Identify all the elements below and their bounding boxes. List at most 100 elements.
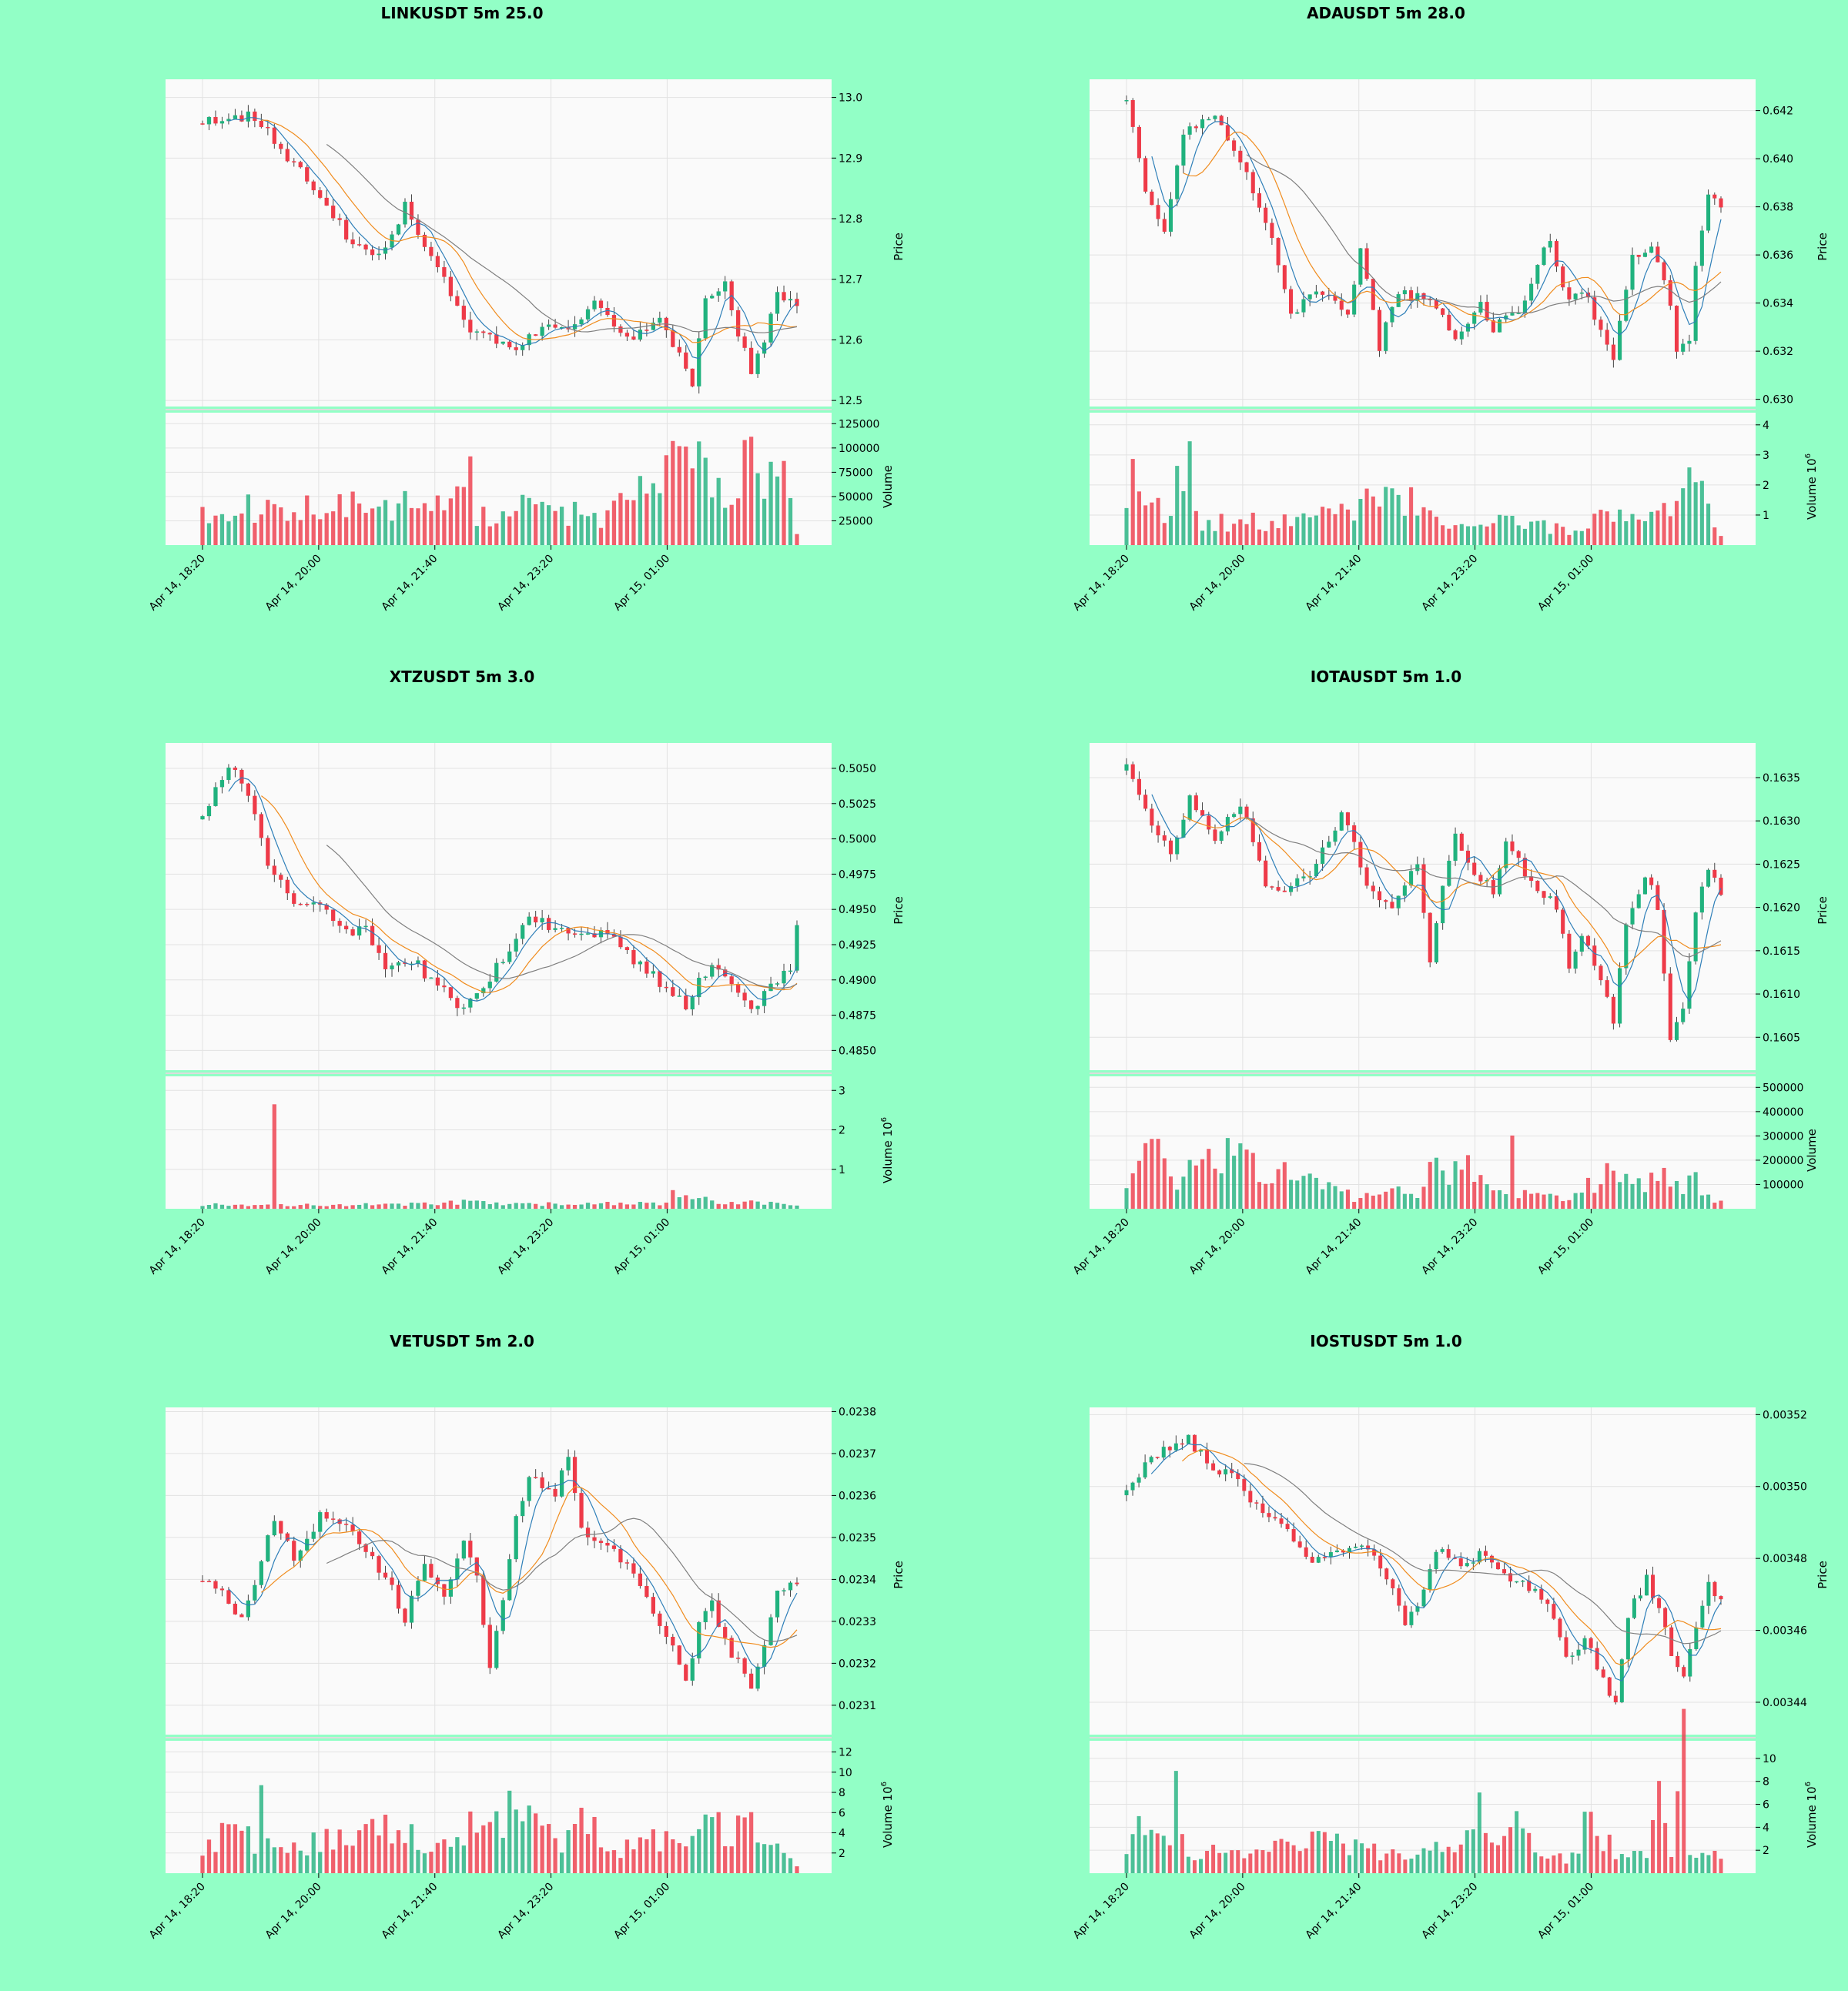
volume-bar <box>1535 1193 1540 1209</box>
volume-bar <box>1712 1850 1717 1873</box>
candle-body <box>1434 923 1438 963</box>
volume-bar <box>1276 527 1281 545</box>
volume-bar <box>755 473 760 545</box>
volume-bar <box>1693 482 1698 545</box>
volume-bar <box>742 1201 747 1209</box>
candle-body <box>1288 289 1294 314</box>
candle-body <box>1428 912 1432 963</box>
chart-panel: IOTAUSDT 5m 1.0 Apr 14, 18:20 Apr 14, 20:0… <box>1071 668 1830 1277</box>
candle-body <box>1522 858 1527 877</box>
volume-bar <box>690 468 695 545</box>
volume-bar <box>1459 1170 1464 1209</box>
candle-body <box>1582 1638 1587 1650</box>
volume-bar <box>1561 527 1565 545</box>
candle-body <box>1219 831 1224 842</box>
volume-bar <box>1649 1173 1654 1209</box>
candle-body <box>690 368 695 386</box>
candle-body <box>1636 255 1641 257</box>
volume-bar <box>292 1842 296 1873</box>
volume-axis-label: Volume 106 <box>880 1782 895 1848</box>
volume-bar <box>1440 1852 1445 1873</box>
volume-bar <box>598 1847 604 1873</box>
candle-body <box>1485 880 1489 882</box>
volume-bar <box>553 1203 557 1209</box>
volume-bar <box>1352 520 1357 545</box>
candle-body <box>1260 1503 1265 1514</box>
volume-bar <box>1327 508 1331 545</box>
candle-body <box>1535 265 1540 284</box>
price-tick-label: 12.8 <box>839 213 862 226</box>
candle-body <box>710 1600 715 1611</box>
volume-bar <box>1354 1839 1358 1873</box>
candle-body <box>658 317 662 323</box>
candle-body <box>1264 860 1268 887</box>
volume-bar <box>1207 1149 1211 1209</box>
candle-body <box>266 126 270 129</box>
volume-bar <box>775 476 780 545</box>
volume-bar <box>1465 1830 1469 1873</box>
volume-bar <box>468 456 473 545</box>
candle-body <box>1211 1463 1216 1471</box>
volume-bar <box>1545 1859 1550 1873</box>
volume-bar <box>1478 524 1483 545</box>
candle-body <box>1162 219 1167 232</box>
volume-bar <box>1232 1156 1237 1209</box>
moving-average-line <box>1150 1443 1722 1681</box>
volume-bar <box>1364 488 1369 545</box>
price-panel <box>166 79 832 407</box>
price-tick-label: 0.1620 <box>1763 902 1800 915</box>
volume-bar <box>1539 1856 1544 1873</box>
candle-body <box>566 1457 571 1471</box>
candle-body <box>481 331 486 333</box>
candle-body <box>350 929 355 936</box>
volume-bar <box>233 1824 238 1873</box>
candle-body <box>1453 833 1458 862</box>
candle-body <box>1712 1581 1717 1597</box>
candle-body <box>1613 1695 1618 1703</box>
volume-tick-label: 100000 <box>839 443 879 455</box>
volume-bar <box>1358 1198 1363 1209</box>
volume-bar <box>1384 1853 1389 1873</box>
volume-bar <box>1194 1165 1198 1209</box>
x-tick-label: Apr 14, 23:20 <box>1419 1216 1480 1277</box>
volume-bar <box>1579 530 1584 545</box>
volume-bar <box>1498 514 1502 545</box>
volume-bar <box>219 1204 225 1209</box>
candle-body <box>383 247 388 254</box>
volume-bar <box>1301 513 1306 545</box>
candle-body <box>409 202 414 220</box>
candle-body <box>461 306 466 320</box>
candle-body <box>1446 1549 1451 1558</box>
volume-bar <box>1428 1162 1432 1209</box>
candle-body <box>795 925 799 971</box>
candle-body <box>1573 293 1578 299</box>
volume-bar <box>396 1830 401 1873</box>
candle-body <box>631 336 636 340</box>
volume-bar <box>487 1204 492 1209</box>
candle-body <box>592 300 597 310</box>
candle-body <box>1440 1549 1445 1552</box>
volume-bar <box>782 1203 786 1209</box>
candle-body <box>716 291 721 296</box>
candle-body <box>1649 246 1654 253</box>
volume-bar <box>1181 1176 1186 1209</box>
candle-body <box>259 120 263 127</box>
candle-body <box>1585 935 1591 946</box>
price-tick-label: 0.0237 <box>839 1448 876 1461</box>
candle-body <box>677 1645 681 1665</box>
candle-body <box>1441 885 1445 924</box>
candle-body <box>1230 1469 1234 1474</box>
candle-body <box>239 769 244 784</box>
candle-body <box>534 1477 538 1479</box>
candle-body <box>1194 126 1198 129</box>
volume-tick-label: 200000 <box>1763 1155 1803 1167</box>
candle-body <box>292 893 296 904</box>
candle-body <box>1465 1563 1469 1567</box>
volume-bar <box>677 1842 681 1873</box>
candle-body <box>1396 895 1401 908</box>
volume-bar <box>566 1204 571 1209</box>
candle-body <box>1458 1558 1463 1567</box>
candle-body <box>1384 900 1388 902</box>
volume-bar <box>1291 1845 1296 1873</box>
volume-bar <box>1301 1176 1306 1209</box>
